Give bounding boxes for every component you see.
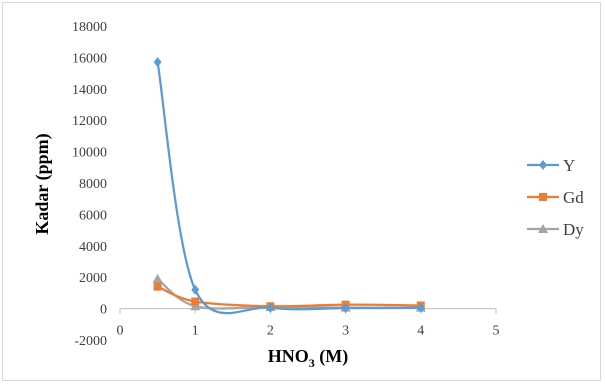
legend-marker	[539, 193, 547, 201]
series-line-y	[156, 61, 421, 315]
y-tick-label: 4000	[79, 240, 107, 255]
y-tick-label: 16000	[72, 51, 107, 66]
legend-item-dy: Dy	[527, 220, 584, 239]
data-point-dy	[190, 301, 201, 311]
legend-item-y: Y	[527, 156, 575, 175]
y-tick-label: 2000	[79, 271, 107, 286]
chart-frame	[2, 2, 601, 381]
x-tick-label: 0	[117, 324, 124, 339]
y-tick-label: 0	[100, 303, 107, 318]
x-tick-label: 3	[342, 324, 349, 339]
legend-label: Dy	[563, 220, 584, 239]
legend-label: Gd	[563, 188, 584, 207]
data-point-gd	[191, 297, 200, 306]
x-tick-label: 5	[493, 324, 500, 339]
x-axis-ticks: 0 1 2 3 4 5	[117, 308, 500, 339]
x-tick-label: 1	[192, 324, 199, 339]
series-y	[153, 57, 425, 315]
data-point-y	[153, 57, 162, 68]
legend-label: Y	[563, 156, 575, 175]
y-tick-label: 10000	[72, 146, 107, 161]
y-tick-label: 8000	[79, 177, 107, 192]
data-point-y	[416, 302, 425, 313]
y-tick-label: -2000	[74, 334, 107, 349]
legend-marker	[539, 160, 547, 170]
data-point-dy	[152, 273, 163, 283]
data-point-gd	[153, 282, 162, 291]
legend: Y Gd Dy	[527, 156, 584, 239]
data-point-y	[341, 303, 350, 314]
x-axis-title: HNO3 (M)	[268, 346, 349, 370]
y-axis-ticks: -2000 0 2000 4000 6000 8000 10000 12000 14000 160…	[72, 20, 107, 349]
data-point-y	[266, 302, 275, 313]
legend-marker	[538, 224, 548, 233]
legend-item-gd: Gd	[527, 188, 584, 207]
data-point-y	[191, 284, 200, 295]
x-tick-label: 2	[267, 324, 274, 339]
x-tick-label: 4	[417, 324, 424, 339]
y-tick-label: 6000	[79, 208, 107, 223]
series-layer	[152, 57, 426, 315]
y-tick-label: 18000	[72, 20, 107, 35]
y-tick-label: 12000	[72, 114, 107, 129]
y-tick-label: 14000	[72, 83, 107, 98]
y-axis-title: Kadar (ppm)	[32, 133, 53, 234]
